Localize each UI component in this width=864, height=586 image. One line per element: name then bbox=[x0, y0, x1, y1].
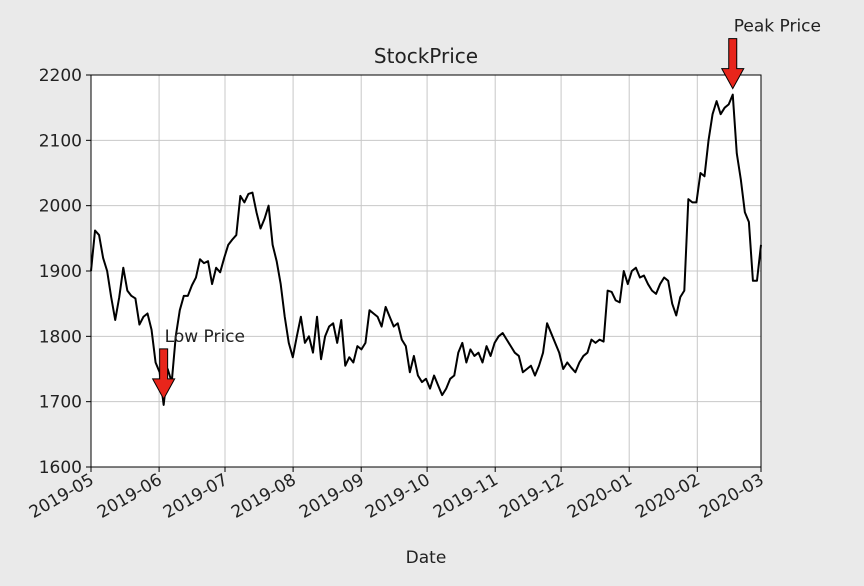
x-tick-label: 2019-12 bbox=[496, 470, 568, 523]
price-line bbox=[90, 93, 762, 406]
y-tick-label: 1700 bbox=[39, 393, 82, 413]
annotation-text: Low Price bbox=[165, 327, 245, 347]
x-tick-label: 2020-03 bbox=[696, 470, 768, 523]
x-tick-label: 2020-02 bbox=[632, 470, 704, 523]
annotation-arrow bbox=[151, 348, 176, 400]
x-tick-label: 2019-09 bbox=[296, 470, 368, 523]
y-tick-label: 1800 bbox=[39, 327, 82, 347]
y-tick-label: 1600 bbox=[39, 458, 82, 478]
y-tick-label: 1900 bbox=[39, 262, 82, 282]
annotation-arrow bbox=[720, 38, 745, 90]
y-tick-label: 2200 bbox=[39, 66, 82, 86]
x-tick-label: 2019-07 bbox=[160, 470, 232, 523]
x-axis-label: Date bbox=[406, 548, 447, 568]
x-tick-label: 2019-10 bbox=[362, 470, 434, 523]
y-tick-label: 2000 bbox=[39, 197, 82, 217]
x-tick-label: 2019-11 bbox=[430, 470, 502, 523]
chart-title: StockPrice bbox=[374, 44, 478, 68]
x-tick-label: 2019-08 bbox=[228, 470, 300, 523]
x-tick-label: 2019-06 bbox=[94, 470, 166, 523]
x-tick-label: 2020-01 bbox=[564, 470, 636, 523]
y-tick-label: 2100 bbox=[39, 131, 82, 151]
annotation-text: Peak Price bbox=[734, 17, 821, 37]
plot-frame bbox=[90, 74, 762, 468]
